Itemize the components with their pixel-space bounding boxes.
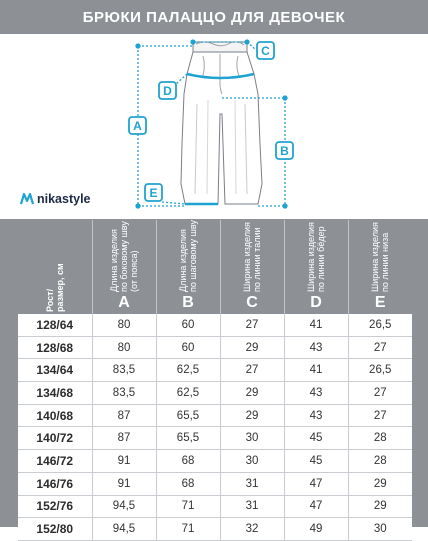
size-cell: 146/76 [18, 472, 93, 496]
value-cell: 49 [284, 517, 349, 541]
marker-e: E [144, 183, 163, 202]
value-cell: 62,5 [156, 358, 221, 383]
value-cell: 31 [220, 472, 285, 496]
value-cell: 28 [348, 449, 412, 473]
pants-diagram: C D A B E [128, 39, 294, 209]
table-row: 134/68 83,5 62,5 29 43 27 [18, 381, 412, 405]
column-header-d: Ширина изделия по линии бёдер D [284, 220, 349, 314]
size-cell: 152/80 [18, 517, 93, 541]
value-cell: 60 [156, 314, 221, 337]
size-column-header: Рост/ размер, см [18, 220, 93, 314]
value-cell: 30 [220, 449, 285, 473]
size-cell: 134/68 [18, 381, 93, 405]
size-cell: 140/68 [18, 404, 93, 428]
marker-c: C [256, 41, 275, 60]
value-cell: 87 [92, 426, 157, 451]
size-cell: 140/72 [18, 426, 93, 451]
value-cell: 94,5 [92, 517, 157, 541]
nikastyle-logo-icon [20, 193, 34, 205]
table-row: 152/76 94,5 71 31 47 29 [18, 495, 412, 519]
table-header-row: Рост/ размер, см Длина изделия по боково… [18, 220, 412, 314]
value-cell: 29 [220, 336, 285, 360]
marker-d: D [158, 81, 177, 100]
value-cell: 68 [156, 449, 221, 473]
value-cell: 91 [92, 472, 157, 496]
value-cell: 41 [284, 358, 349, 383]
table-row: 140/72 87 65,5 30 45 28 [18, 426, 412, 451]
size-cell: 146/72 [18, 449, 93, 473]
value-cell: 83,5 [92, 358, 157, 383]
value-cell: 65,5 [156, 426, 221, 451]
value-cell: 43 [284, 404, 349, 428]
value-cell: 30 [348, 517, 412, 541]
value-cell: 27 [220, 314, 285, 337]
value-cell: 29 [348, 472, 412, 496]
value-cell: 80 [92, 314, 157, 337]
value-cell: 65,5 [156, 404, 221, 428]
measurement-guides [135, 39, 288, 209]
value-cell: 87 [92, 404, 157, 428]
value-cell: 32 [220, 517, 285, 541]
value-cell: 43 [284, 381, 349, 405]
column-header-a: Длина изделия по боковому шву (от пояса)… [92, 220, 157, 314]
size-table: Рост/ размер, см Длина изделия по боково… [18, 220, 412, 541]
value-cell: 68 [156, 472, 221, 496]
svg-text:D: D [163, 84, 172, 98]
table-row: 146/76 91 68 31 47 29 [18, 472, 412, 496]
table-row: 140/68 87 65,5 29 43 27 [18, 404, 412, 428]
page-title: БРЮКИ ПАЛАЦЦО ДЛЯ ДЕВОЧЕК [82, 8, 346, 26]
svg-text:E: E [149, 186, 157, 200]
value-cell: 94,5 [92, 495, 157, 519]
svg-text:B: B [280, 144, 289, 158]
value-cell: 28 [348, 426, 412, 451]
brand-name: nikastyle [37, 192, 91, 206]
size-cell: 152/76 [18, 495, 93, 519]
value-cell: 45 [284, 449, 349, 473]
value-cell: 27 [348, 404, 412, 428]
svg-text:A: A [133, 119, 142, 133]
table-row: 134/64 83,5 62,5 27 41 26,5 [18, 358, 412, 383]
value-cell: 47 [284, 495, 349, 519]
value-cell: 43 [284, 336, 349, 360]
svg-text:C: C [261, 44, 270, 58]
value-cell: 62,5 [156, 381, 221, 405]
value-cell: 27 [220, 358, 285, 383]
value-cell: 29 [348, 495, 412, 519]
table-row: 128/64 80 60 27 41 26,5 [18, 314, 412, 337]
column-header-b: Длина изделия по шаговому шву B [156, 220, 221, 314]
table-row: 128/68 80 60 29 43 27 [18, 336, 412, 360]
value-cell: 31 [220, 495, 285, 519]
table-row: 152/80 94,5 71 32 49 30 [18, 517, 412, 541]
value-cell: 26,5 [348, 358, 412, 383]
value-cell: 71 [156, 517, 221, 541]
value-cell: 30 [220, 426, 285, 451]
value-cell: 29 [220, 404, 285, 428]
marker-b: B [275, 141, 294, 160]
value-cell: 29 [220, 381, 285, 405]
size-cell: 128/64 [18, 314, 93, 337]
value-cell: 45 [284, 426, 349, 451]
value-cell: 27 [348, 381, 412, 405]
size-cell: 128/68 [18, 336, 93, 360]
value-cell: 83,5 [92, 381, 157, 405]
value-cell: 71 [156, 495, 221, 519]
value-cell: 91 [92, 449, 157, 473]
column-header-c: Ширина изделия по линии талии C [220, 220, 285, 314]
value-cell: 27 [348, 336, 412, 360]
value-cell: 47 [284, 472, 349, 496]
value-cell: 26,5 [348, 314, 412, 337]
header-bar: БРЮКИ ПАЛАЦЦО ДЛЯ ДЕВОЧЕК [0, 0, 428, 34]
marker-a: A [128, 116, 147, 135]
brand-logo: nikastyle [20, 192, 91, 206]
table-row: 146/72 91 68 30 45 28 [18, 449, 412, 473]
pants-outline [180, 41, 263, 205]
size-cell: 134/64 [18, 358, 93, 383]
value-cell: 60 [156, 336, 221, 360]
value-cell: 80 [92, 336, 157, 360]
column-header-e: Ширина изделия по линии низа E [348, 220, 412, 314]
value-cell: 41 [284, 314, 349, 337]
